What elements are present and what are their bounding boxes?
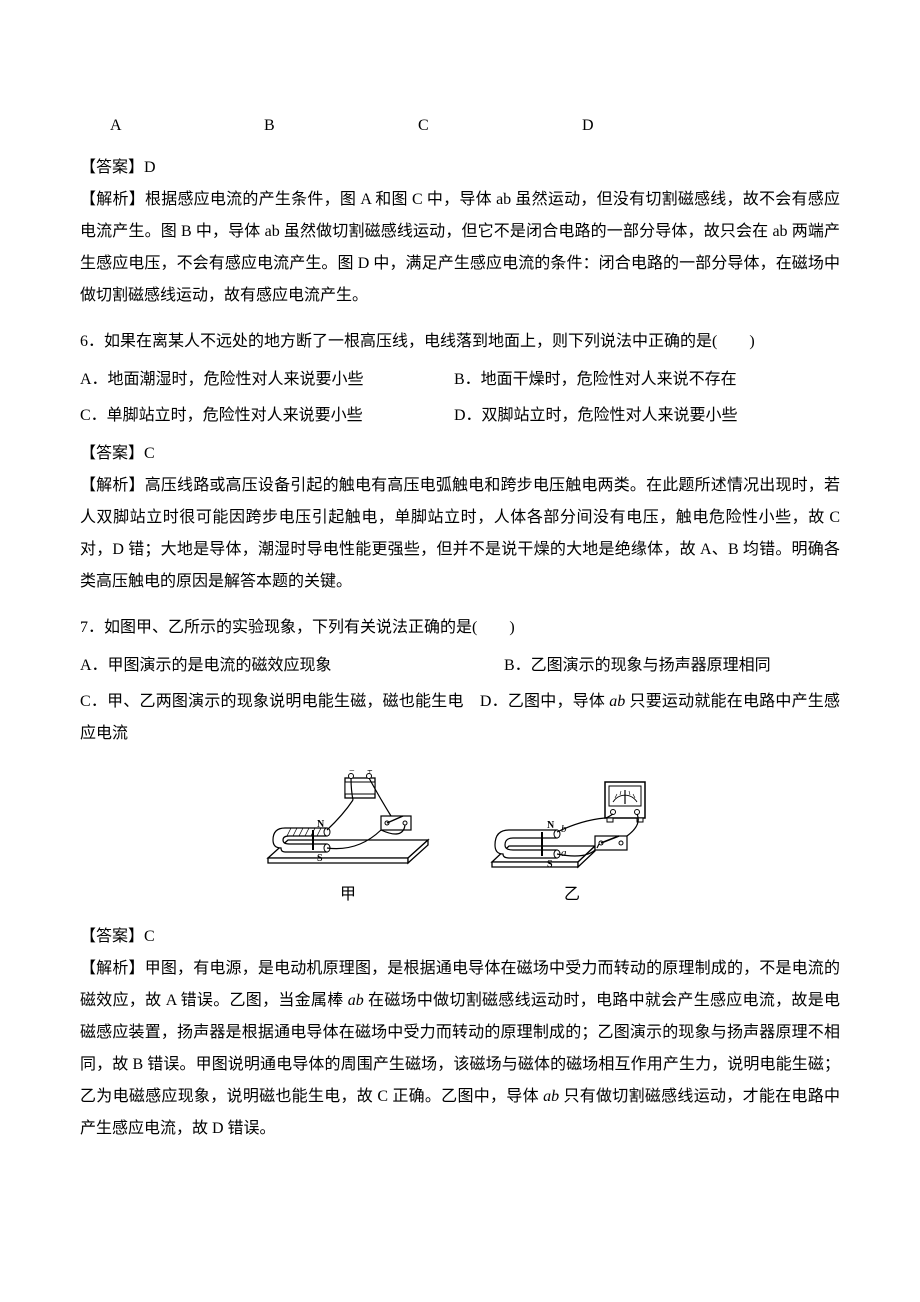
q6-opt-c: C．单脚站立时，危险性对人来说要小些 <box>80 400 450 432</box>
battery-plus-label: + <box>367 770 373 777</box>
diagram-jia-svg: − + N S <box>263 770 433 875</box>
yi-magnet-s: S <box>547 859 553 870</box>
figure-yi-label: 乙 <box>487 879 657 911</box>
q5-opt-a: A <box>110 110 260 142</box>
q5-opt-d: D <box>582 110 702 142</box>
q7-exp-ab2: ab <box>543 1088 559 1105</box>
q7-opt-c-pre: C．甲、乙两图演示的现象说明电能生磁，磁也能生电 D．乙图中，导体 <box>80 693 609 710</box>
q5-opt-b: B <box>264 110 414 142</box>
q5-opt-c: C <box>418 110 578 142</box>
q6-choices-row1: A．地面潮湿时，危险性对人来说要小些 B．地面干燥时，危险性对人来说不存在 <box>80 364 840 396</box>
q5-explanation: 【解析】根据感应电流的产生条件，图 A 和图 C 中，导体 ab 虽然运动，但没… <box>80 184 840 312</box>
q7-figure-row: − + N S 甲 <box>80 770 840 911</box>
diagram-yi-svg: a b N S <box>487 770 657 875</box>
q7-opt-a: A．甲图演示的是电流的磁效应现象 <box>80 650 500 682</box>
jia-magnet-n: N <box>317 819 325 830</box>
q6-opt-d: D．双脚站立时，危险性对人来说要小些 <box>454 400 738 432</box>
q6-stem: 6．如果在离某人不远处的地方断了一根高压线，电线落到地面上，则下列说法中正确的是… <box>80 326 840 358</box>
yi-magnet-n: N <box>547 820 555 831</box>
q7-explanation: 【解析】甲图，有电源，是电动机原理图，是根据通电导体在磁场中受力而转动的原理制成… <box>80 953 840 1145</box>
q7-stem: 7．如图甲、乙所示的实验现象，下列有关说法正确的是( ) <box>80 612 840 644</box>
q5-answer: 【答案】D <box>80 152 840 184</box>
q6-explanation: 【解析】高压线路或高压设备引起的触电有高压电弧触电和跨步电压触电两类。在此题所述… <box>80 470 840 598</box>
q7-choices-row2: C．甲、乙两图演示的现象说明电能生磁，磁也能生电 D．乙图中，导体 ab 只要运… <box>80 686 840 750</box>
battery-minus-label: − <box>349 770 355 777</box>
q6-answer: 【答案】C <box>80 438 840 470</box>
q7-opt-c-ab: ab <box>609 693 625 710</box>
q7-opt-b: B．乙图演示的现象与扬声器原理相同 <box>504 650 771 682</box>
figure-jia-label: 甲 <box>263 879 433 911</box>
q7-answer: 【答案】C <box>80 921 840 953</box>
q6-opt-a: A．地面潮湿时，危险性对人来说要小些 <box>80 364 450 396</box>
q7-choices-row1: A．甲图演示的是电流的磁效应现象 B．乙图演示的现象与扬声器原理相同 <box>80 650 840 682</box>
yi-wire-a: a <box>561 847 567 859</box>
q5-option-labels: A B C D <box>80 110 840 142</box>
jia-magnet-s: S <box>317 853 323 864</box>
q6-choices-row2: C．单脚站立时，危险性对人来说要小些 D．双脚站立时，危险性对人来说要小些 <box>80 400 840 432</box>
figure-yi: a b N S <box>487 770 657 911</box>
figure-jia: − + N S 甲 <box>263 770 433 911</box>
q6-opt-b: B．地面干燥时，危险性对人来说不存在 <box>454 364 737 396</box>
q7-exp-ab1: ab <box>348 992 364 1009</box>
